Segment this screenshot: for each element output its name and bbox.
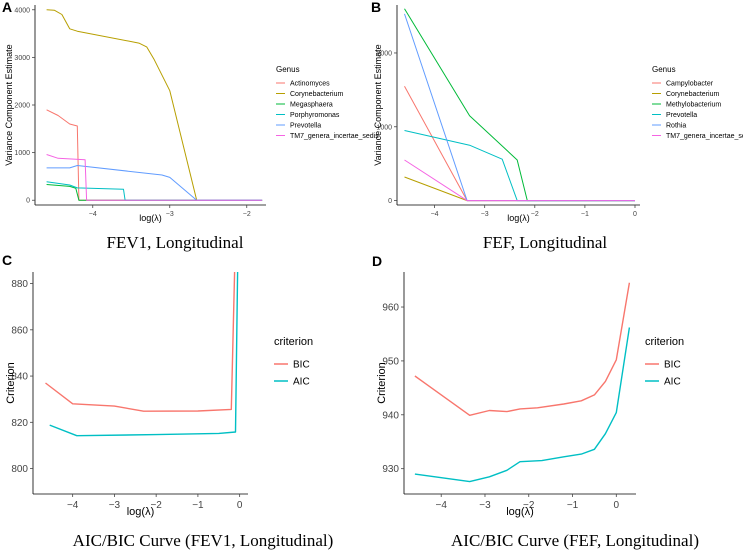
x-tick-label: −3: [479, 500, 491, 511]
y-tick-label: 2000: [14, 103, 30, 110]
x-tick-label: 0: [237, 500, 243, 511]
legend-label: Methylobacterium: [666, 102, 721, 109]
y-tick-label: 1000: [14, 150, 30, 157]
x-axis-title: log(λ): [127, 506, 155, 518]
x-tick-label: −2: [243, 211, 251, 218]
y-tick-label: 0: [26, 198, 30, 205]
y-tick-label: 0: [388, 198, 392, 205]
x-tick-label: −1: [581, 211, 589, 218]
legend-label: Campylobacter: [666, 81, 714, 88]
panel-letter: D: [372, 253, 382, 269]
panel-c: C 800 820 840 860 880 −4 −3 −2 −1 0 log(λ) Criterion…: [2, 252, 333, 550]
series-line-tm7-genera-incertae-sedis: [404, 159, 635, 202]
legend-label: TM7_genera_incertae_sedis: [666, 133, 743, 140]
panel-caption: FEF, Longitudinal: [483, 233, 608, 252]
x-axis-title: log(λ): [506, 506, 534, 518]
y-axis-title: Variance Component Estimate: [373, 44, 383, 165]
y-tick-label: 800: [11, 464, 28, 475]
series-group: [46, 9, 263, 201]
x-tick-label: 0: [614, 500, 620, 511]
legend: criterion BIC AIC: [274, 336, 313, 388]
y-axis-title: Criterion: [376, 362, 388, 404]
y-tick-label: 840: [11, 372, 28, 383]
legend-title: criterion: [274, 336, 313, 348]
legend-label: Corynebacterium: [666, 91, 719, 98]
x-tick-label: −2: [150, 500, 162, 511]
x-tick-label: −4: [436, 500, 448, 511]
legend-label: Corynebacterium: [290, 91, 343, 98]
series-line-methylobacterium: [404, 8, 635, 202]
y-tick-label: 960: [382, 303, 399, 314]
legend-label: Rothia: [666, 123, 686, 130]
legend-label: Prevotella: [666, 112, 697, 119]
y-tick-label: 2000: [376, 50, 392, 57]
y-tick-label: 930: [382, 464, 399, 475]
legend-label: AIC: [293, 377, 310, 388]
x-tick-label: −1: [567, 500, 579, 511]
x-tick-label: −3: [481, 211, 489, 218]
panel-letter: A: [2, 0, 12, 15]
panel-b: B 0 1000 2000 −4 −3 −2 −1 0 log(λ) Variance Compon…: [371, 0, 743, 252]
legend-label: BIC: [664, 360, 681, 371]
legend: Genus Campylobacter Corynebacterium Methylo…: [652, 65, 743, 140]
x-axis-title: log(λ): [507, 213, 530, 223]
legend: Genus Actinomyces Corynebacterium Megasphae…: [276, 65, 379, 140]
x-tick-label: 0: [633, 211, 637, 218]
series-line-actinomyces: [46, 109, 263, 201]
series-line-aic: [49, 272, 239, 437]
y-tick-label: 820: [11, 418, 28, 429]
x-tick-label: −2: [531, 211, 539, 218]
legend-title: Genus: [652, 65, 676, 74]
x-axis-title: log(λ): [139, 213, 162, 223]
legend-title: Genus: [276, 65, 300, 74]
series-line-corynebacterium: [46, 9, 263, 201]
x-tick-label: −2: [523, 500, 535, 511]
series-line-rothia: [404, 13, 635, 202]
legend-label: Porphyromonas: [290, 112, 340, 119]
panel-letter: C: [2, 252, 12, 268]
panel-caption: AIC/BIC Curve (FEF, Longitudinal): [451, 531, 699, 550]
legend-label: BIC: [293, 360, 310, 371]
legend-title: criterion: [645, 336, 684, 348]
series-group: [404, 8, 635, 202]
legend-label: Actinomyces: [290, 81, 330, 88]
series-line-campylobacter: [404, 85, 635, 202]
legend: criterion BIC AIC: [645, 336, 684, 388]
y-axis-title: Variance Component Estimate: [4, 44, 14, 165]
legend-label: Megasphaera: [290, 102, 333, 109]
panel-caption: FEV1, Longitudinal: [107, 233, 244, 252]
series-line-aic: [414, 327, 631, 483]
panel-a: A 0 1000 2000 3000 4000 −4 −3 −2 log(λ) Variance C…: [2, 0, 379, 252]
y-tick-label: 4000: [14, 7, 30, 14]
x-tick-label: −3: [166, 211, 174, 218]
legend-label: AIC: [664, 377, 681, 388]
x-tick-label: −1: [192, 500, 204, 511]
y-axis-title: Criterion: [5, 362, 17, 404]
series-group: [414, 282, 631, 483]
x-tick-label: −3: [109, 500, 121, 511]
x-tick-label: −4: [431, 211, 439, 218]
y-tick-label: 3000: [14, 55, 30, 62]
y-tick-label: 940: [382, 410, 399, 421]
y-tick-label: 860: [11, 325, 28, 336]
x-tick-label: −4: [89, 211, 97, 218]
y-tick-label: 1000: [376, 124, 392, 131]
y-tick-label: 880: [11, 279, 28, 290]
y-tick-label: 950: [382, 356, 399, 367]
series-group: [45, 272, 239, 437]
series-line-bic: [45, 272, 236, 412]
series-line-tm7-genera-incertae-sedis: [46, 154, 263, 201]
x-tick-label: −4: [67, 500, 79, 511]
series-line-bic: [414, 282, 631, 416]
panel-letter: B: [371, 0, 381, 15]
series-line-corynebacterium: [404, 176, 635, 202]
panel-d: D 930 940 950 960 −4 −3 −2 −1 0 log(λ) Criterion cri…: [372, 253, 699, 550]
legend-label: TM7_genera_incertae_sedis: [290, 133, 379, 140]
legend-label: Prevotella: [290, 123, 321, 130]
panel-caption: AIC/BIC Curve (FEV1, Longitudinal): [73, 531, 334, 550]
